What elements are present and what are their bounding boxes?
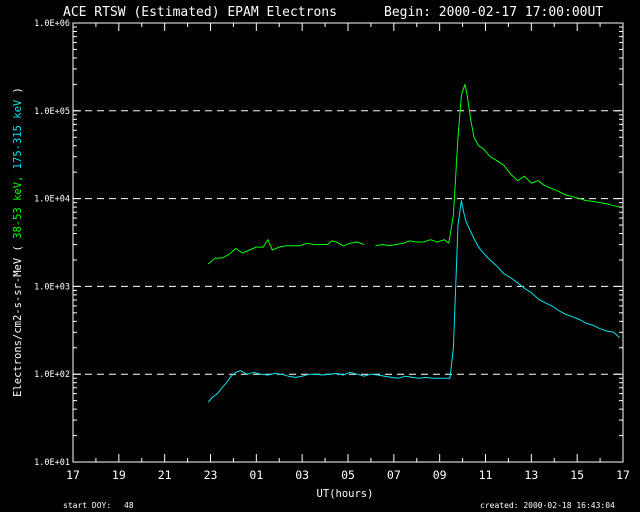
y-tick-label: 1.0E+03 xyxy=(34,282,70,292)
x-tick-label: 17 xyxy=(66,468,80,482)
x-axis-label: UT(hours) xyxy=(317,488,374,500)
y-axis-label-part: Electrons/cm2-s-sr-MeV ( xyxy=(12,239,24,397)
y-axis-ticks: 1.0E+01 1.0E+02 1.0E+03 1.0E+04 1.0E+05 1.0E+… xyxy=(34,19,623,468)
y-tick-label: 1.0E+05 xyxy=(34,107,70,117)
y-tick-label: 1.0E+04 xyxy=(34,195,70,205)
x-tick-label: 13 xyxy=(524,468,538,482)
x-tick-label: 03 xyxy=(295,468,309,482)
y-axis-label-part: ) xyxy=(12,87,24,100)
x-axis-ticks: 17 19 21 23 01 03 05 07 09 11 13 15 17 xyxy=(66,23,630,482)
x-tick-label: 19 xyxy=(112,468,126,482)
series-line-38-53kev xyxy=(375,239,450,247)
x-tick-label: 21 xyxy=(158,468,172,482)
y-tick-label: 1.0E+01 xyxy=(34,458,70,468)
y-tick-label: 1.0E+02 xyxy=(34,370,70,380)
y-axis-label: Electrons/cm2-s-sr-MeV ( 38-53 keV, 175-… xyxy=(12,87,24,397)
start-doy-value: 48 xyxy=(124,501,134,510)
x-tick-label: 01 xyxy=(249,468,263,482)
grid-lines xyxy=(73,110,623,375)
chart-title: ACE RTSW (Estimated) EPAM Electrons xyxy=(63,5,337,20)
series-lines xyxy=(207,83,620,403)
created-timestamp: created: 2000-02-18 16:43:04 xyxy=(480,501,615,510)
x-tick-label: 09 xyxy=(433,468,447,482)
begin-time: Begin: 2000-02-17 17:00:00UT xyxy=(384,5,603,20)
plot-frame xyxy=(72,22,624,463)
y-axis-label-part: 175-315 keV xyxy=(12,99,24,169)
x-tick-label: 15 xyxy=(570,468,584,482)
series-line-38-53kev xyxy=(448,83,620,244)
x-tick-label: 11 xyxy=(479,468,493,482)
start-doy-label: start DOY: xyxy=(63,501,111,510)
x-tick-label: 05 xyxy=(341,468,355,482)
x-tick-label: 17 xyxy=(616,468,630,482)
series-line-175-315kev xyxy=(207,200,620,403)
y-axis-label-part: 38-53 keV, xyxy=(12,169,24,239)
x-tick-label: 07 xyxy=(387,468,401,482)
x-tick-label: 23 xyxy=(204,468,218,482)
y-tick-label: 1.0E+06 xyxy=(34,19,70,29)
series-line-38-53kev xyxy=(207,239,365,265)
